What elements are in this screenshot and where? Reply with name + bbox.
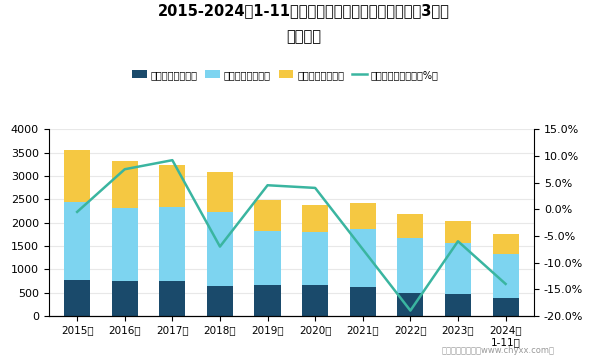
Bar — [445, 243, 471, 294]
Bar — [159, 207, 185, 281]
Bar — [254, 230, 280, 285]
Legend: 销售费用（亿元）, 管理费用（亿元）, 财务费用（亿元）, 销售费用累计增长（%）: 销售费用（亿元）, 管理费用（亿元）, 财务费用（亿元）, 销售费用累计增长（%… — [128, 66, 443, 84]
Bar — [112, 208, 138, 281]
Bar — [302, 232, 328, 285]
Bar — [254, 285, 280, 316]
Bar — [207, 172, 233, 212]
Bar — [398, 238, 424, 293]
Bar — [398, 214, 424, 238]
Bar — [207, 212, 233, 286]
Bar — [350, 286, 376, 316]
Bar — [492, 234, 519, 254]
Bar — [64, 280, 90, 316]
Bar — [398, 293, 424, 316]
Bar — [254, 200, 280, 230]
Bar — [64, 202, 90, 280]
Bar — [112, 161, 138, 208]
Bar — [302, 285, 328, 316]
Bar — [159, 165, 185, 207]
Bar — [350, 202, 376, 229]
Bar — [112, 281, 138, 316]
Text: 2015-2024年1-11月黑色金属冶炼和压延加工业企业3类费: 2015-2024年1-11月黑色金属冶炼和压延加工业企业3类费 — [158, 4, 449, 19]
Bar — [492, 254, 519, 298]
Bar — [302, 205, 328, 232]
Bar — [350, 229, 376, 286]
Bar — [207, 286, 233, 316]
Text: 用统计图: 用统计图 — [286, 29, 321, 44]
Bar — [445, 221, 471, 243]
Text: 制图：智研和讯（www.chyxx.com）: 制图：智研和讯（www.chyxx.com） — [441, 346, 554, 355]
Bar — [445, 294, 471, 316]
Bar — [64, 150, 90, 202]
Bar — [492, 298, 519, 316]
Bar — [159, 281, 185, 316]
